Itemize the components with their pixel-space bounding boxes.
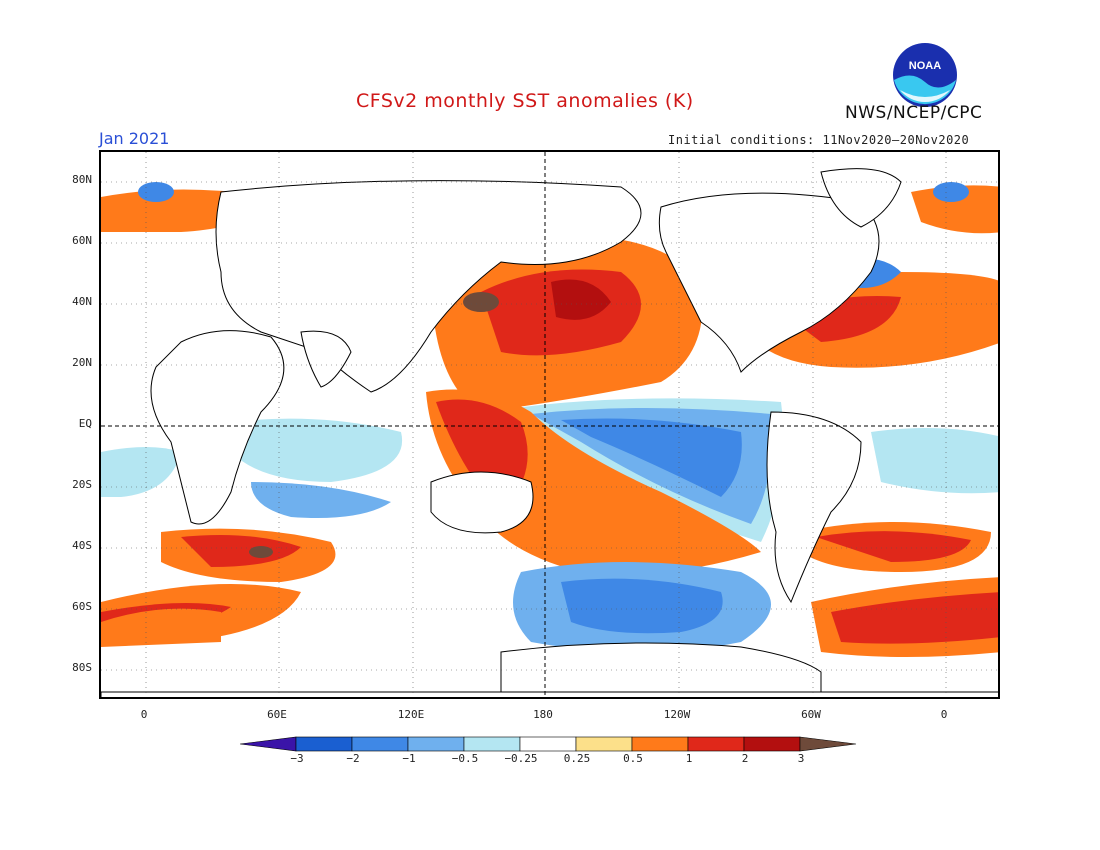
colorbar-swatch bbox=[631, 736, 689, 752]
lon-label-60w: 60W bbox=[801, 708, 821, 721]
colorbar-swatch bbox=[351, 736, 409, 752]
chart-title: CFSv2 monthly SST anomalies (K) bbox=[356, 90, 694, 112]
colorbar bbox=[240, 736, 857, 752]
colorbar-swatch bbox=[463, 736, 521, 752]
colorbar-swatch bbox=[687, 736, 745, 752]
graticule bbox=[101, 152, 998, 697]
lat-label-20n: 20N bbox=[72, 356, 92, 369]
lat-label-80n: 80N bbox=[72, 173, 92, 186]
lat-label-80s: 80S bbox=[72, 661, 92, 674]
colorbar-label: −3 bbox=[290, 752, 304, 765]
colorbar-label: 3 bbox=[797, 752, 805, 765]
organization-label: NWS/NCEP/CPC bbox=[845, 103, 983, 123]
lat-label-60s: 60S bbox=[72, 600, 92, 613]
colorbar-swatch bbox=[575, 736, 633, 752]
lon-label-120w: 120W bbox=[663, 708, 691, 721]
colorbar-label: 0.25 bbox=[563, 752, 591, 765]
colorbar-label: −1 bbox=[402, 752, 416, 765]
lat-label-40s: 40S bbox=[72, 539, 92, 552]
reference-lines bbox=[101, 152, 998, 697]
colorbar-label: −2 bbox=[346, 752, 360, 765]
lat-label-40n: 40N bbox=[72, 295, 92, 308]
lat-label-eq: EQ bbox=[78, 417, 92, 430]
initial-conditions: Initial conditions: 11Nov2020–20Nov2020 bbox=[668, 133, 970, 147]
lon-label-0-east: 0 bbox=[940, 708, 948, 721]
valid-month: Jan 2021 bbox=[99, 129, 170, 148]
colorbar-label: −0.5 bbox=[451, 752, 479, 765]
colorbar-swatch bbox=[295, 736, 353, 752]
lon-label-60e: 60E bbox=[267, 708, 287, 721]
colorbar-swatch bbox=[743, 736, 801, 752]
lat-label-60n: 60N bbox=[72, 234, 92, 247]
lat-label-20s: 20S bbox=[72, 478, 92, 491]
colorbar-label: 1 bbox=[685, 752, 693, 765]
colorbar-swatch bbox=[407, 736, 465, 752]
colorbar-label: 2 bbox=[741, 752, 749, 765]
colorbar-label: 0.5 bbox=[623, 752, 643, 765]
noaa-logo: NOAA bbox=[893, 43, 957, 107]
colorbar-label: −0.25 bbox=[504, 752, 538, 765]
colorbar-swatch bbox=[519, 736, 577, 752]
lon-label-180: 180 bbox=[533, 708, 553, 721]
colorbar-swatch bbox=[799, 736, 857, 752]
lon-label-120e: 120E bbox=[397, 708, 425, 721]
svg-text:NOAA: NOAA bbox=[909, 60, 941, 72]
lon-label-0: 0 bbox=[140, 708, 148, 721]
continents bbox=[101, 168, 998, 697]
sst-anomaly-map bbox=[99, 150, 1000, 699]
colorbar-swatch bbox=[240, 736, 297, 752]
